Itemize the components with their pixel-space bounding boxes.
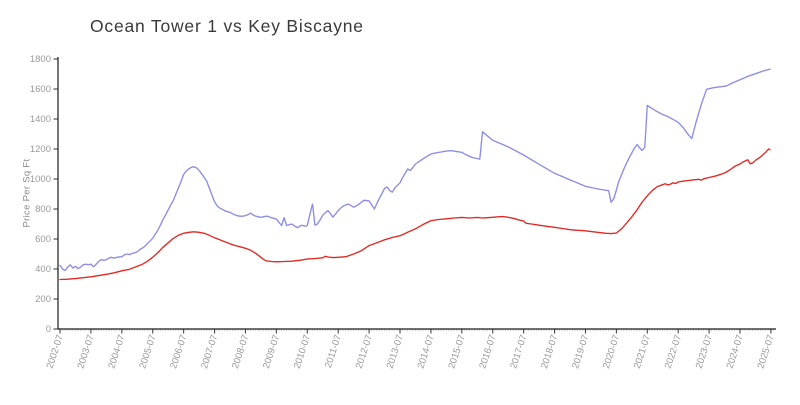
y-tick-label: 1600 xyxy=(30,84,51,95)
x-tick-label: 2017-07 xyxy=(508,334,529,371)
x-tick-label: 2019-07 xyxy=(570,334,591,371)
x-tick-label: 2007-07 xyxy=(199,334,220,371)
x-tick-label: 2015-07 xyxy=(446,334,467,371)
y-tick-label: 400 xyxy=(35,264,51,275)
series-line-ocean-tower-1 xyxy=(59,68,771,272)
x-tick-label: 2006-07 xyxy=(168,334,189,371)
x-tick-label: 2013-07 xyxy=(385,334,406,371)
y-tick-label: 1400 xyxy=(30,114,51,125)
x-tick-label: 2020-07 xyxy=(601,334,622,371)
x-tick-label: 2009-07 xyxy=(261,334,282,371)
x-tick-label: 2024-07 xyxy=(725,334,746,371)
x-tick-label: 2025-07 xyxy=(756,334,777,371)
x-tick-label: 2002-07 xyxy=(45,334,66,371)
x-tick-label: 2023-07 xyxy=(694,334,715,371)
x-tick-label: 2012-07 xyxy=(354,334,375,371)
chart-title: Ocean Tower 1 vs Key Biscayne xyxy=(90,16,364,36)
y-tick-label: 0 xyxy=(46,324,51,335)
y-tick-label: 1000 xyxy=(30,174,51,185)
y-tick-label: 600 xyxy=(35,234,51,245)
y-tick-label: 1200 xyxy=(30,144,51,155)
x-tick-label: 2008-07 xyxy=(230,334,251,371)
x-tick-label: 2011-07 xyxy=(323,334,344,370)
x-tick-label: 2003-07 xyxy=(76,334,97,371)
x-tick-label: 2022-07 xyxy=(663,334,684,371)
x-tick-label: 2016-07 xyxy=(477,334,498,371)
x-tick-label: 2018-07 xyxy=(539,334,560,371)
x-tick-label: 2004-07 xyxy=(106,334,127,371)
y-tick-label: 200 xyxy=(35,294,51,305)
x-tick-label: 2021-07 xyxy=(632,334,653,371)
x-tick-label: 2005-07 xyxy=(137,334,158,371)
series-line-key-biscayne xyxy=(59,148,771,281)
y-axis-title: Price Per Sq Ft xyxy=(21,158,33,228)
x-tick-label: 2014-07 xyxy=(416,334,437,371)
y-tick-label: 1800 xyxy=(30,54,51,65)
x-tick-label: 2010-07 xyxy=(292,334,313,371)
y-tick-label: 800 xyxy=(35,204,51,215)
